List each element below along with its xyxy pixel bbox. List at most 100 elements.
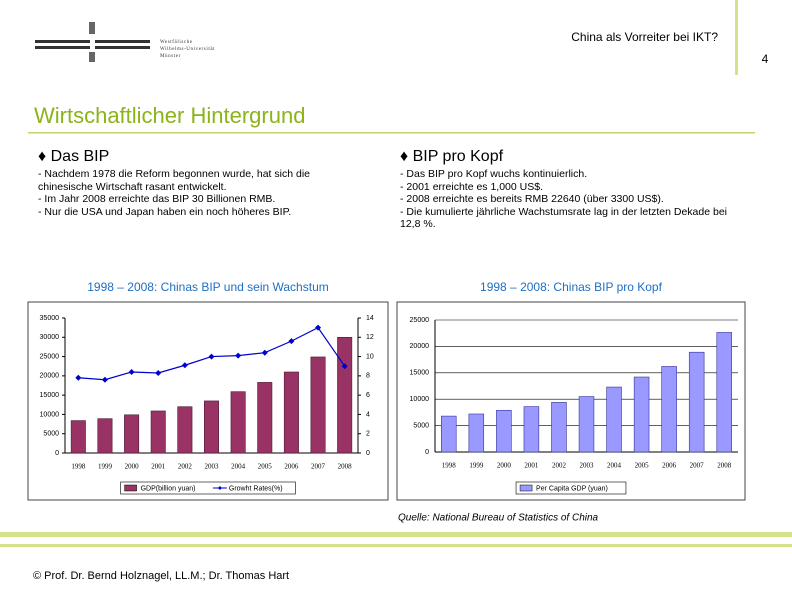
bar <box>578 396 595 453</box>
y-tick-label: 20000 <box>40 373 60 380</box>
bullet: - Im Jahr 2008 erreichte das BIP 30 Bill… <box>38 193 276 205</box>
bullet: - 2008 erreichte es bereits RMB 22640 (ü… <box>400 193 664 205</box>
bar <box>177 406 193 454</box>
marker <box>128 369 135 375</box>
y-tick-label: 15000 <box>40 392 60 399</box>
bar <box>124 414 140 454</box>
section: ♦ BIP pro Kopf - Das BIP pro Kopf wuchs … <box>400 148 735 231</box>
x-tick-label: 1998 <box>71 463 86 471</box>
footer: © Prof. Dr. Bernd Holznagel, LL.M.; Dr. … <box>33 570 289 582</box>
x-tick-label: 2004 <box>231 463 246 471</box>
source: Quelle: National Bureau of Statistics of… <box>398 513 599 524</box>
y-tick-label: 10000 <box>40 411 60 418</box>
bar <box>661 366 677 453</box>
y2-tick-label: 4 <box>366 411 370 418</box>
y2-tick-label: 12 <box>366 334 374 341</box>
bar <box>441 415 457 453</box>
bullet: - Das BIP pro Kopf wuchs kontinuierlich. <box>400 168 588 180</box>
x-tick-label: 2002 <box>178 463 193 471</box>
legend-label: Per Capita GDP (yuan) <box>536 485 608 492</box>
y-tick-label: 5000 <box>43 431 59 438</box>
x-tick-label: 1999 <box>469 462 484 470</box>
bar <box>97 418 113 454</box>
title-rule <box>28 132 755 134</box>
bullet: - 2001 erreichte es 1,000 US$. <box>400 180 544 193</box>
y2-tick-label: 6 <box>366 392 370 399</box>
logo-text: Wilhelms-Universität <box>160 47 215 52</box>
x-tick-label: 2004 <box>607 462 622 470</box>
y2-tick-label: 0 <box>366 450 370 457</box>
x-tick-label: 2001 <box>151 463 166 471</box>
x-tick-label: 1998 <box>442 462 457 470</box>
y-tick-label: 25000 <box>410 317 430 324</box>
y-tick-label: 0 <box>425 449 429 456</box>
bar <box>70 420 86 454</box>
legend-label: Growht Rates(%) <box>229 485 283 492</box>
legend-swatch <box>519 484 533 492</box>
x-tick-label: 2001 <box>524 462 539 470</box>
chart-title: 1998 – 2008: Chinas BIP und sein Wachstu… <box>87 280 328 294</box>
bar <box>150 410 166 454</box>
vertical-accent <box>735 0 738 75</box>
y-tick-label: 20000 <box>410 343 430 350</box>
x-tick-label: 1999 <box>98 463 113 471</box>
y-tick-label: 15000 <box>410 370 430 377</box>
topic: China als Vorreiter bei IKT? <box>571 30 718 44</box>
bar <box>606 386 622 453</box>
bullet: - Nur die USA und Japan haben ein noch h… <box>38 205 292 218</box>
y-tick-label: 10000 <box>410 396 430 403</box>
marker <box>315 324 322 331</box>
logo-bar <box>95 46 150 49</box>
bar <box>310 356 326 454</box>
bar <box>551 402 567 453</box>
chart-frame <box>27 301 389 501</box>
marker <box>261 349 268 356</box>
footer-band <box>0 544 792 547</box>
marker <box>288 338 295 345</box>
bar <box>496 409 512 453</box>
x-tick-label: 2008 <box>717 462 732 470</box>
bar <box>688 351 705 453</box>
x-tick-label: 2003 <box>205 463 220 471</box>
x-tick-label: 2000 <box>125 463 140 471</box>
y-tick-label: 25000 <box>40 353 60 360</box>
bar <box>337 336 353 454</box>
y-tick-label: 30000 <box>40 334 60 341</box>
bar <box>204 400 219 454</box>
x-tick-label: 2005 <box>258 463 273 471</box>
x-tick-label: 2007 <box>690 462 705 470</box>
marker <box>181 362 188 369</box>
legend-swatch <box>124 484 137 492</box>
legend-box <box>120 481 296 495</box>
bar <box>230 391 246 454</box>
logo-mark <box>89 22 95 34</box>
bullet: - Nachdem 1978 die Reform begonnen wurde… <box>38 168 310 193</box>
bar <box>716 332 732 453</box>
page-number: 4 <box>762 52 769 66</box>
bar <box>468 413 485 453</box>
y2-tick-label: 8 <box>366 373 370 380</box>
logo-bar <box>95 40 150 43</box>
marker <box>155 369 162 376</box>
footer-band <box>0 532 792 537</box>
marker <box>75 374 82 381</box>
bar <box>523 406 540 453</box>
bar <box>283 371 299 454</box>
logo-bar <box>35 40 90 43</box>
y2-tick-label: 10 <box>366 353 374 360</box>
legend-swatch <box>217 486 222 490</box>
marker <box>341 363 348 370</box>
bar <box>633 376 650 453</box>
bullet: - Die kumulierte jährliche Wachstumsrate… <box>400 205 728 231</box>
logo-text: Westfälische <box>160 40 193 45</box>
x-tick-label: 2006 <box>284 463 299 471</box>
section-heading: ♦ BIP pro Kopf <box>400 148 504 165</box>
slide-title: Wirtschaftlicher Hintergrund <box>34 103 305 128</box>
chart-frame <box>396 301 746 501</box>
x-tick-label: 2008 <box>338 463 353 471</box>
y-tick-label: 0 <box>55 450 59 457</box>
logo-bar <box>35 46 90 49</box>
logo-mark <box>89 52 95 62</box>
x-tick-label: 2002 <box>552 462 567 470</box>
